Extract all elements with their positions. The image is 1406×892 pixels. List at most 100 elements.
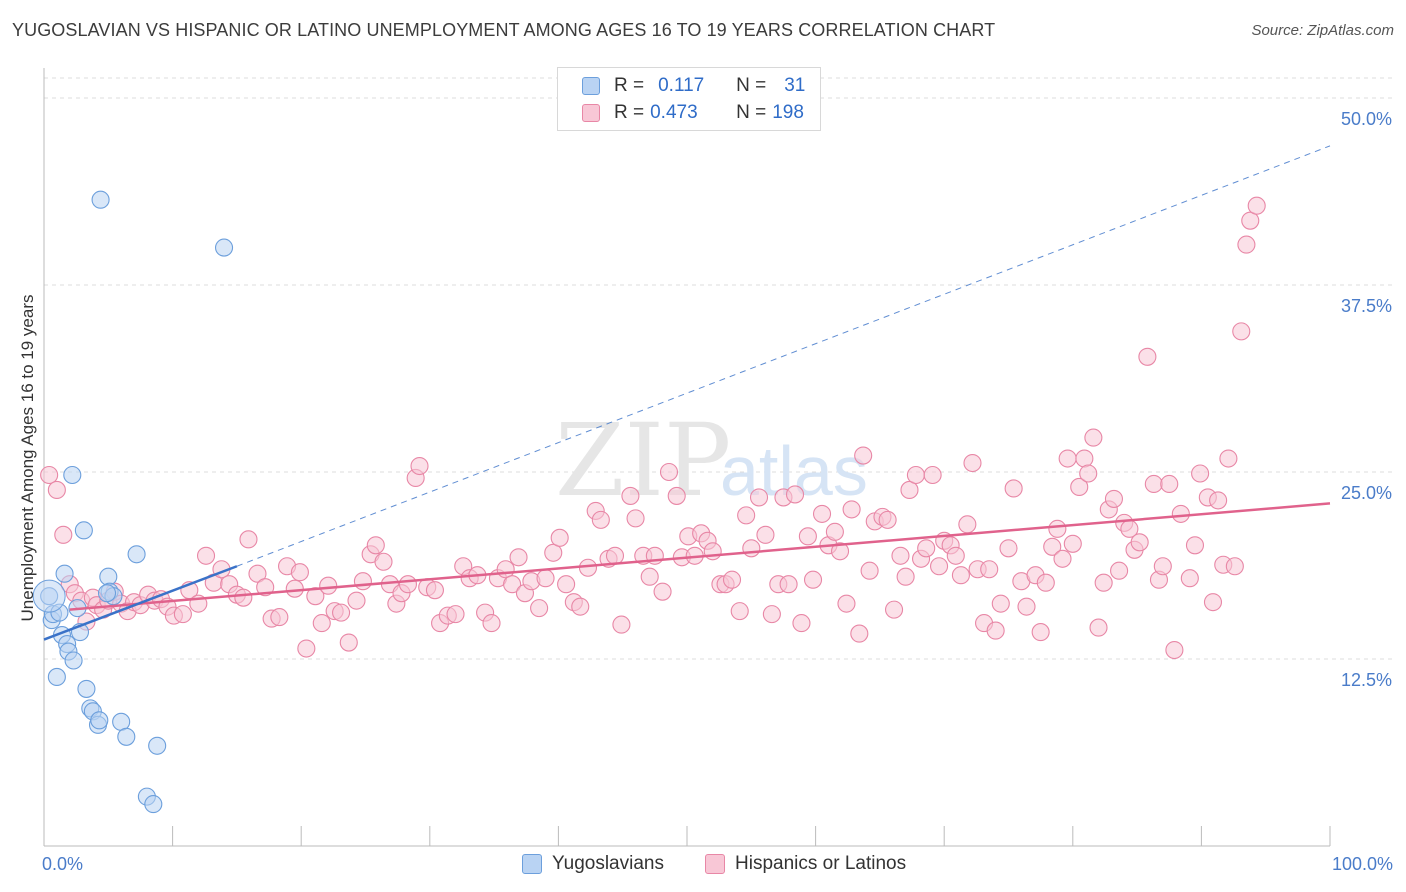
point-hispanic: [621, 486, 640, 505]
point-hispanic: [544, 543, 563, 562]
point-yugoslavian: [63, 465, 82, 485]
point-hispanic: [290, 563, 309, 582]
legend-n-value: 198: [772, 102, 804, 123]
point-hispanic: [503, 575, 522, 594]
point-hispanic: [312, 614, 331, 633]
point-hispanic: [653, 582, 672, 601]
point-hispanic: [40, 465, 59, 485]
bottom-legend-swatch-blue: [522, 854, 542, 874]
point-hispanic: [1203, 593, 1223, 612]
bottom-legend-hispanics: Hispanics or Latinos: [705, 852, 906, 876]
point-hispanic: [1144, 474, 1163, 494]
point-hispanic: [703, 542, 722, 561]
point-hispanic: [297, 639, 316, 658]
point-hispanic: [906, 465, 925, 485]
bottom-legend-swatch-pink: [705, 854, 725, 874]
legend-row-yugoslavians: R = 0.117 N = 31: [582, 73, 805, 99]
point-hispanic: [339, 633, 358, 652]
point-hispanic: [830, 542, 850, 561]
point-hispanic: [737, 506, 756, 525]
bottom-legend-label: Hispanics or Latinos: [735, 853, 907, 874]
point-hispanic: [1185, 536, 1205, 555]
y-tick-label: 25.0%: [1341, 483, 1392, 503]
point-hispanic: [951, 566, 970, 585]
point-hispanic: [730, 602, 749, 621]
x-tick-label-start: 0.0%: [42, 854, 83, 874]
point-hispanic: [398, 575, 417, 594]
point-yugoslavian: [64, 651, 83, 670]
point-yugoslavian: [99, 567, 118, 586]
point-yugoslavian: [148, 736, 167, 755]
point-hispanic: [605, 546, 625, 565]
point-hispanic: [850, 624, 869, 643]
point-hispanic: [896, 567, 915, 586]
y-tick-label: 50.0%: [1341, 109, 1392, 129]
point-hispanic: [239, 530, 258, 549]
point-hispanic: [530, 599, 549, 618]
point-hispanic: [306, 587, 325, 606]
point-hispanic: [923, 465, 942, 485]
legend-swatch-blue: [582, 77, 600, 95]
point-hispanic: [1017, 597, 1036, 616]
point-hispanic: [571, 597, 590, 616]
legend-swatch-pink: [582, 104, 600, 122]
point-hispanic: [1110, 561, 1129, 580]
point-hispanic: [410, 456, 429, 476]
trend-hispanic: [69, 502, 1331, 611]
point-yugoslavian: [77, 679, 96, 698]
point-hispanic: [640, 567, 659, 586]
point-hispanic: [1058, 449, 1077, 468]
point-hispanic: [612, 615, 631, 634]
point-hispanic: [173, 605, 192, 624]
point-hispanic: [1043, 537, 1062, 556]
point-hispanic: [1031, 623, 1050, 642]
axis-labels: 12.5% 25.0% 37.5% 50.0% 0.0% 100.0% Unemployme…: [18, 109, 1393, 874]
point-hispanic: [946, 546, 965, 565]
point-yugoslavian: [90, 711, 109, 730]
legend-r-value: 0.117: [658, 75, 705, 96]
trend-yugoslavian: [43, 565, 238, 641]
point-hispanic: [536, 569, 555, 588]
axes: [43, 68, 1331, 847]
point-hispanic: [1241, 211, 1260, 230]
point-hispanic: [854, 446, 873, 465]
point-hispanic: [1165, 640, 1184, 660]
watermark-zip: ZIP: [555, 402, 731, 519]
chart-title: YUGOSLAVIAN VS HISPANIC OR LATINO UNEMPL…: [12, 20, 996, 40]
point-hispanic: [917, 539, 936, 558]
point-yugoslavian: [144, 795, 163, 814]
point-hispanic: [891, 546, 910, 565]
point-hispanic: [1247, 196, 1266, 215]
point-hispanic: [425, 581, 444, 600]
point-hispanic: [550, 528, 569, 547]
point-hispanic: [991, 594, 1010, 613]
legend-r-label: R =: [614, 75, 645, 96]
point-hispanic: [1232, 322, 1251, 341]
point-hispanic: [958, 515, 977, 534]
point-hispanic: [482, 614, 501, 633]
point-hispanic: [1171, 504, 1190, 523]
point-hispanic: [270, 608, 289, 627]
legend-r-label: R =: [614, 102, 645, 123]
point-hispanic: [1053, 549, 1072, 568]
point-hispanic: [234, 588, 253, 607]
y-tick-label: 12.5%: [1341, 670, 1392, 690]
point-hispanic: [54, 525, 73, 544]
point-yugoslavian-large: [32, 579, 66, 613]
point-hispanic: [1130, 533, 1149, 552]
point-hispanic: [1048, 519, 1067, 538]
legend-n-value: 31: [784, 75, 806, 96]
point-yugoslavian: [55, 564, 74, 583]
point-hispanic: [722, 570, 742, 589]
point-yugoslavian: [47, 667, 66, 687]
point-yugoslavian: [74, 521, 93, 540]
point-hispanic: [509, 548, 528, 567]
y-tick-label: 37.5%: [1341, 296, 1392, 316]
point-hispanic: [1225, 557, 1244, 576]
point-hispanic: [285, 579, 304, 598]
legend: R = 0.117 N = 31 R = 0.473 N = 198: [557, 67, 821, 131]
point-hispanic: [667, 486, 686, 505]
point-yugoslavian: [91, 190, 110, 209]
point-hispanic: [366, 536, 385, 555]
